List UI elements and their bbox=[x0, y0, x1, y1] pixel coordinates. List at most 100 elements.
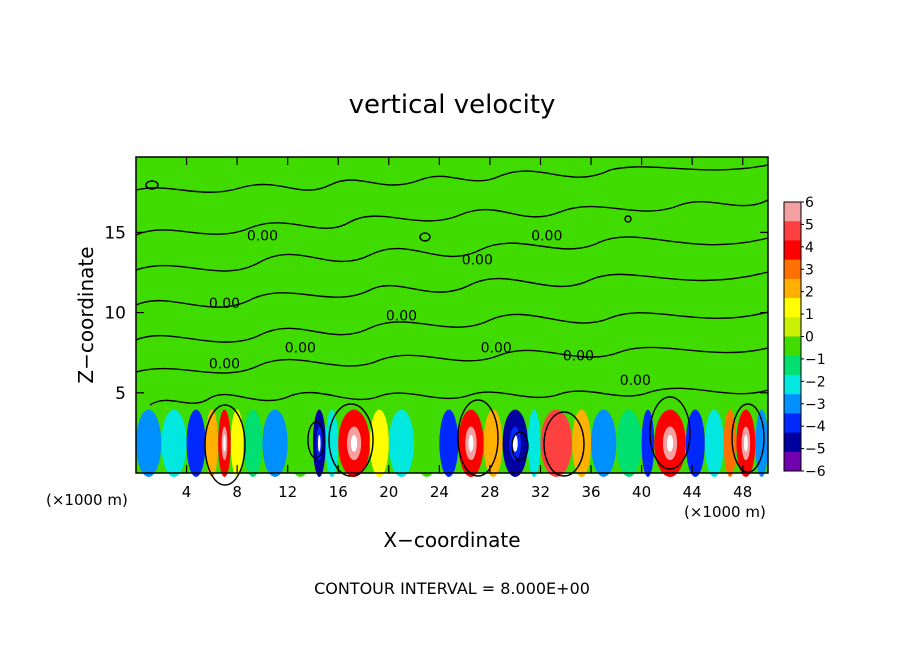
colorbar-label: 3 bbox=[805, 262, 814, 278]
contour-loop bbox=[419, 232, 431, 242]
contour-line bbox=[135, 199, 769, 236]
velocity-peak bbox=[223, 434, 226, 452]
velocity-cell bbox=[591, 409, 617, 477]
colorbar-swatch bbox=[784, 394, 801, 414]
colorbar-label: 2 bbox=[805, 285, 814, 301]
contour-labels: 0.00 0.00 0.00 0.00 0.00 0.00 0.00 0.00 0.00 0.00 bbox=[209, 228, 651, 388]
velocity-cell bbox=[230, 409, 244, 477]
contour-loop bbox=[543, 411, 585, 477]
x-axis-label: X−coordinate bbox=[383, 528, 520, 552]
velocity-cell bbox=[641, 409, 655, 477]
colorbar-swatch bbox=[784, 355, 801, 376]
y-tick-label: 10 bbox=[104, 304, 126, 324]
velocity-peak bbox=[350, 434, 358, 452]
x-tick-label: 12 bbox=[278, 483, 297, 501]
colorbar-label: 4 bbox=[805, 240, 814, 256]
velocity-cell bbox=[616, 409, 642, 477]
velocity-cell bbox=[527, 409, 541, 477]
contour-loop bbox=[731, 403, 765, 473]
colorbar-swatch bbox=[784, 278, 801, 299]
contour-loop bbox=[328, 403, 374, 477]
x-unit-left: (×1000 m) bbox=[46, 491, 128, 509]
colorbar-swatch bbox=[784, 451, 801, 472]
velocity-cell bbox=[685, 409, 705, 477]
chart-title: vertical velocity bbox=[349, 90, 556, 120]
contour-line bbox=[149, 387, 769, 406]
x-tick-label: 32 bbox=[531, 483, 550, 501]
velocity-peak bbox=[512, 434, 518, 452]
contour-line bbox=[135, 311, 769, 343]
contour-label: 0.00 bbox=[386, 309, 417, 325]
x-tick-label: 28 bbox=[480, 483, 499, 501]
colorbar-label: −3 bbox=[805, 397, 826, 413]
velocity-cell bbox=[369, 409, 389, 477]
x-tick-label: 44 bbox=[683, 483, 702, 501]
velocity-cell bbox=[414, 409, 440, 477]
colorbar-label: −1 bbox=[805, 352, 826, 368]
colorbar-label: 0 bbox=[805, 330, 814, 346]
x-tick-label: 24 bbox=[430, 483, 449, 501]
contour-loop bbox=[204, 404, 246, 486]
contour-loop bbox=[145, 180, 159, 190]
colorbar-swatch bbox=[784, 202, 801, 222]
colorbar-label: 5 bbox=[805, 217, 814, 233]
contour-interval-note: CONTOUR INTERVAL = 8.000E+00 bbox=[314, 579, 590, 598]
x-axis-ticks: 4 8 12 16 20 24 28 32 36 40 44 48 bbox=[182, 157, 752, 501]
colorbar-swatch bbox=[784, 298, 801, 318]
velocity-cell bbox=[704, 409, 724, 477]
velocity-cell bbox=[186, 409, 206, 477]
velocity-peak bbox=[318, 434, 321, 452]
x-unit-right: (×1000 m) bbox=[684, 503, 766, 521]
velocity-cell bbox=[287, 409, 313, 477]
contour-label: 0.00 bbox=[481, 341, 512, 357]
contour-label: 0.00 bbox=[563, 349, 594, 365]
velocity-cell bbox=[262, 409, 288, 477]
velocity-cell bbox=[161, 409, 187, 477]
y-tick-label: 5 bbox=[115, 384, 126, 404]
plot-area: 0.000.000.000.000.000.000.000.000.000.00… bbox=[104, 156, 769, 501]
contour-lines bbox=[135, 164, 769, 486]
y-tick-label: 15 bbox=[104, 223, 126, 243]
x-tick-label: 48 bbox=[733, 483, 752, 501]
colorbar-label: 1 bbox=[805, 307, 814, 323]
contour-loop bbox=[307, 421, 325, 459]
x-tick-label: 16 bbox=[329, 483, 348, 501]
velocity-cell bbox=[540, 409, 573, 477]
velocity-field bbox=[136, 409, 768, 477]
contour-label: 0.00 bbox=[462, 252, 493, 268]
contour-label: 0.00 bbox=[209, 296, 240, 312]
velocity-peak bbox=[743, 434, 748, 452]
colorbar-swatch bbox=[784, 259, 801, 280]
colorbar-label: −4 bbox=[805, 419, 826, 435]
colorbar-label: −2 bbox=[805, 374, 826, 390]
velocity-cell bbox=[243, 409, 263, 477]
plot-frame bbox=[135, 156, 769, 474]
contour-loop bbox=[649, 396, 691, 470]
contour-loop bbox=[457, 399, 499, 477]
x-tick-label: 36 bbox=[581, 483, 600, 501]
velocity-cell bbox=[439, 409, 459, 477]
colorbar-swatch bbox=[784, 240, 801, 261]
contour-loop bbox=[511, 431, 529, 461]
x-tick-label: 4 bbox=[182, 483, 192, 501]
contour-loop bbox=[624, 215, 632, 223]
velocity-cell bbox=[572, 409, 592, 477]
colorbar-label: −5 bbox=[805, 442, 826, 458]
contour-line bbox=[135, 346, 769, 374]
velocity-cell bbox=[388, 409, 415, 477]
colorbar-swatch bbox=[784, 432, 801, 453]
contour-label: 0.00 bbox=[285, 341, 316, 357]
colorbar-swatch bbox=[784, 413, 801, 434]
velocity-cell bbox=[755, 409, 768, 477]
colorbar-swatch bbox=[784, 374, 801, 395]
velocity-cell bbox=[325, 409, 339, 477]
y-axis-label: Z−coordinate bbox=[74, 246, 98, 383]
contour-label: 0.00 bbox=[247, 228, 278, 244]
x-tick-label: 8 bbox=[232, 483, 242, 501]
contour-line bbox=[135, 164, 769, 193]
x-tick-label: 20 bbox=[379, 483, 398, 501]
y-axis-ticks: 5 10 15 bbox=[104, 223, 768, 404]
contour-label: 0.00 bbox=[209, 357, 240, 373]
contour-line bbox=[135, 236, 769, 272]
